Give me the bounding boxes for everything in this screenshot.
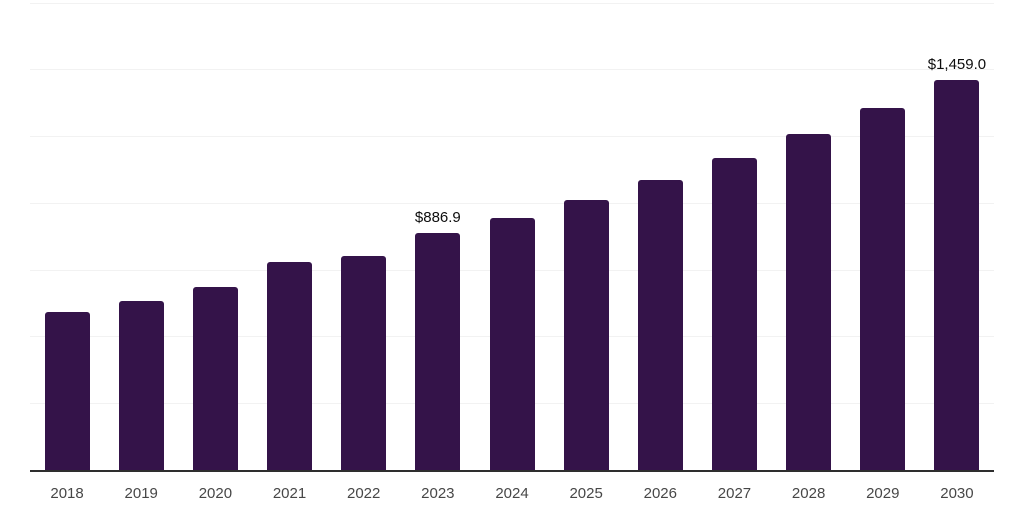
- bar-2029: [860, 108, 906, 470]
- x-tick-label: 2027: [717, 485, 752, 502]
- bar-2018: [44, 311, 90, 470]
- x-axis-line: [30, 470, 994, 472]
- bar-value-label-2030: $1,459.0: [927, 56, 987, 74]
- bar-2021: [267, 262, 313, 470]
- bar-2024: [489, 218, 535, 470]
- gridline: [30, 202, 994, 204]
- gridline: [30, 136, 994, 138]
- bar-2028: [786, 133, 832, 470]
- bar-value-label-2023: $886.9: [414, 209, 461, 227]
- x-tick-label: 2021: [272, 485, 307, 502]
- bar-2022: [341, 256, 387, 470]
- x-tick-label: 2030: [940, 485, 974, 502]
- x-tick-label: 2022: [347, 485, 381, 502]
- bar-2027: [711, 157, 757, 470]
- gridline: [30, 69, 994, 71]
- x-tick-label: 2029: [866, 485, 900, 502]
- x-tick-label: 2025: [569, 485, 603, 502]
- x-tick-label: 2026: [643, 485, 677, 502]
- x-tick-label: 2028: [791, 485, 826, 502]
- bar-2026: [637, 179, 683, 470]
- bar-2030: [934, 80, 980, 470]
- x-tick-label: 2019: [124, 485, 158, 502]
- bar-2025: [563, 199, 609, 470]
- bar-2020: [192, 287, 238, 470]
- x-tick-label: 2020: [198, 485, 233, 502]
- x-tick-label: 2018: [50, 485, 84, 502]
- x-tick-label: 2024: [495, 485, 529, 502]
- x-tick-label: 2023: [421, 485, 455, 502]
- bar-2023: [415, 233, 461, 470]
- bar-2019: [118, 300, 164, 470]
- gridline: [30, 2, 994, 4]
